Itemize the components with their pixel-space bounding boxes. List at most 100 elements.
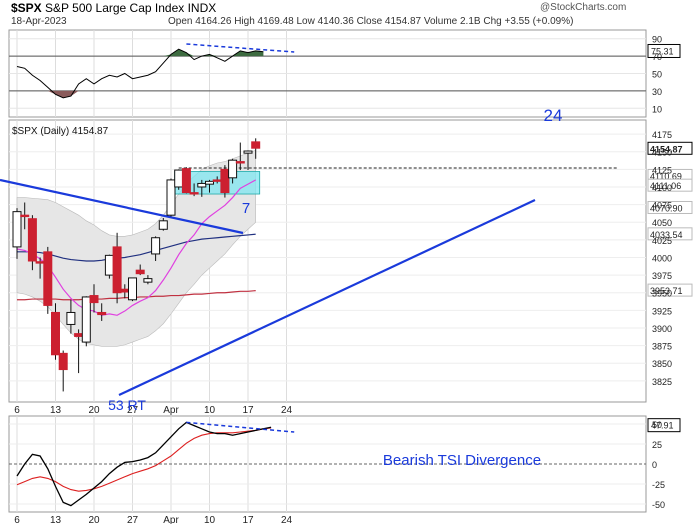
price-tick-label: 4125 [652,165,672,175]
ma-fast-line [16,179,256,316]
x-tick-label: 27 [127,515,139,524]
x-tick-label: 10 [204,405,216,416]
price-label-box [647,283,693,297]
tsi-last-value-box [647,418,681,433]
price-tick-label: 4050 [652,218,672,228]
candle-body [235,161,245,164]
x-tick-label: 27 [127,405,139,416]
candle-body [220,168,230,194]
x-tick-label: 10 [204,515,216,524]
candle-body [181,168,191,194]
rsi-tick-label: 90 [652,35,662,45]
price-tick-label: 3925 [652,306,672,316]
rsi-tick-label: 50 [652,70,662,80]
candle-body [158,220,168,230]
price-tick-label: 3825 [652,377,672,387]
annotations: 7 24 53 RT Bearish TSI Divergence [108,106,562,469]
x-tick-label: 6 [14,405,20,416]
price-label: 4033.54 [650,230,683,240]
high-label: High [234,16,255,27]
tsi-last-value: 47.91 [651,421,674,431]
tsi-signal-line [16,427,272,492]
rsi-oversold-fill [17,90,264,98]
candle-body [20,214,30,218]
candle-body [104,254,114,276]
change-label: Chg [483,16,502,27]
low-53-rt: 53 RT [108,397,146,413]
price-label: 4154.87 [650,144,683,154]
volume-label: Volume [423,16,458,27]
price-tick-label: 3975 [652,271,672,281]
downtrend-line [0,178,244,235]
price-label: 4111.06 [650,181,681,191]
price-label: 4070.90 [650,203,683,213]
tsi-tick-label: -25 [652,480,665,490]
rsi-tick-label: 10 [652,104,662,114]
candle-body [128,277,137,301]
x-tick-label: Apr [163,405,179,416]
volume-value: 2.1B [460,16,481,27]
x-tick-label: 24 [281,405,293,416]
wave-count-24: 24 [544,106,563,125]
candle-body [189,192,199,195]
watermark: @StockCharts.com [540,2,627,13]
candle-body [51,311,60,356]
price-tick-label: 3850 [652,359,672,369]
axis-labels: 66131320202727AprApr10101717242410305070… [14,35,672,524]
tsi-tick-label: 25 [652,440,662,450]
candle-body [205,180,214,185]
header-date: 18-Apr-2023 [11,16,67,27]
candle-body [166,179,176,216]
price-tick-label: 3950 [652,289,672,299]
change-value: +3.55 (+0.09%) [504,16,574,27]
candle-body [66,311,76,325]
candle-body [81,296,91,343]
candle-body [43,251,53,306]
x-tick-label: 17 [242,515,254,524]
price-tick-label: 4025 [652,236,672,246]
candle-body [243,150,253,154]
candle-body [143,278,153,283]
x-tick-label: 20 [88,515,100,524]
open-value: 4164.26 [195,16,232,27]
candle-body [174,169,184,188]
x-tick-label: 24 [281,515,293,524]
rsi-last-value-box [647,43,681,58]
tsi-divergence-note: Bearish TSI Divergence [383,452,541,469]
bollinger-band [16,149,256,347]
price-label: 3953.71 [650,286,683,296]
candle-body [35,261,45,264]
wave-count-7: 7 [242,200,250,217]
tsi-tick-label: 0 [652,460,657,470]
index-name: S&P 500 Large Cap Index [45,1,185,15]
candle-body [27,218,37,262]
x-tick-label: 17 [242,405,254,416]
price-tick-label: 4075 [652,201,672,211]
symbol: $SPX [11,1,42,15]
tsi-tick-label: 50 [652,420,662,430]
tsi-line [16,421,272,507]
ohlc-line: Open 4164.26 High 4169.48 Low 4140.36 Cl… [168,16,573,27]
candle-body [97,311,107,316]
price-tick-label: 4000 [652,253,672,263]
price-tick-label: 4150 [652,148,672,158]
price-label-box [647,178,693,192]
close-label: Close [356,16,383,27]
exchange: INDX [187,1,217,15]
x-tick-label: 6 [14,515,20,524]
ma-mid-line [17,233,256,262]
price-label-box [647,141,693,155]
rsi-last-value: 75.31 [651,46,674,56]
rsi-tick-label: 70 [652,52,662,62]
close-value: 4154.87 [384,16,422,27]
candle-body [89,295,99,304]
candle-body [74,333,84,337]
candle-body [212,179,222,182]
candle-body [112,246,122,294]
rsi-panel: 75.31 [9,43,681,99]
candle-body [135,269,145,275]
rsi-line [16,48,264,99]
candle-body [151,237,161,255]
